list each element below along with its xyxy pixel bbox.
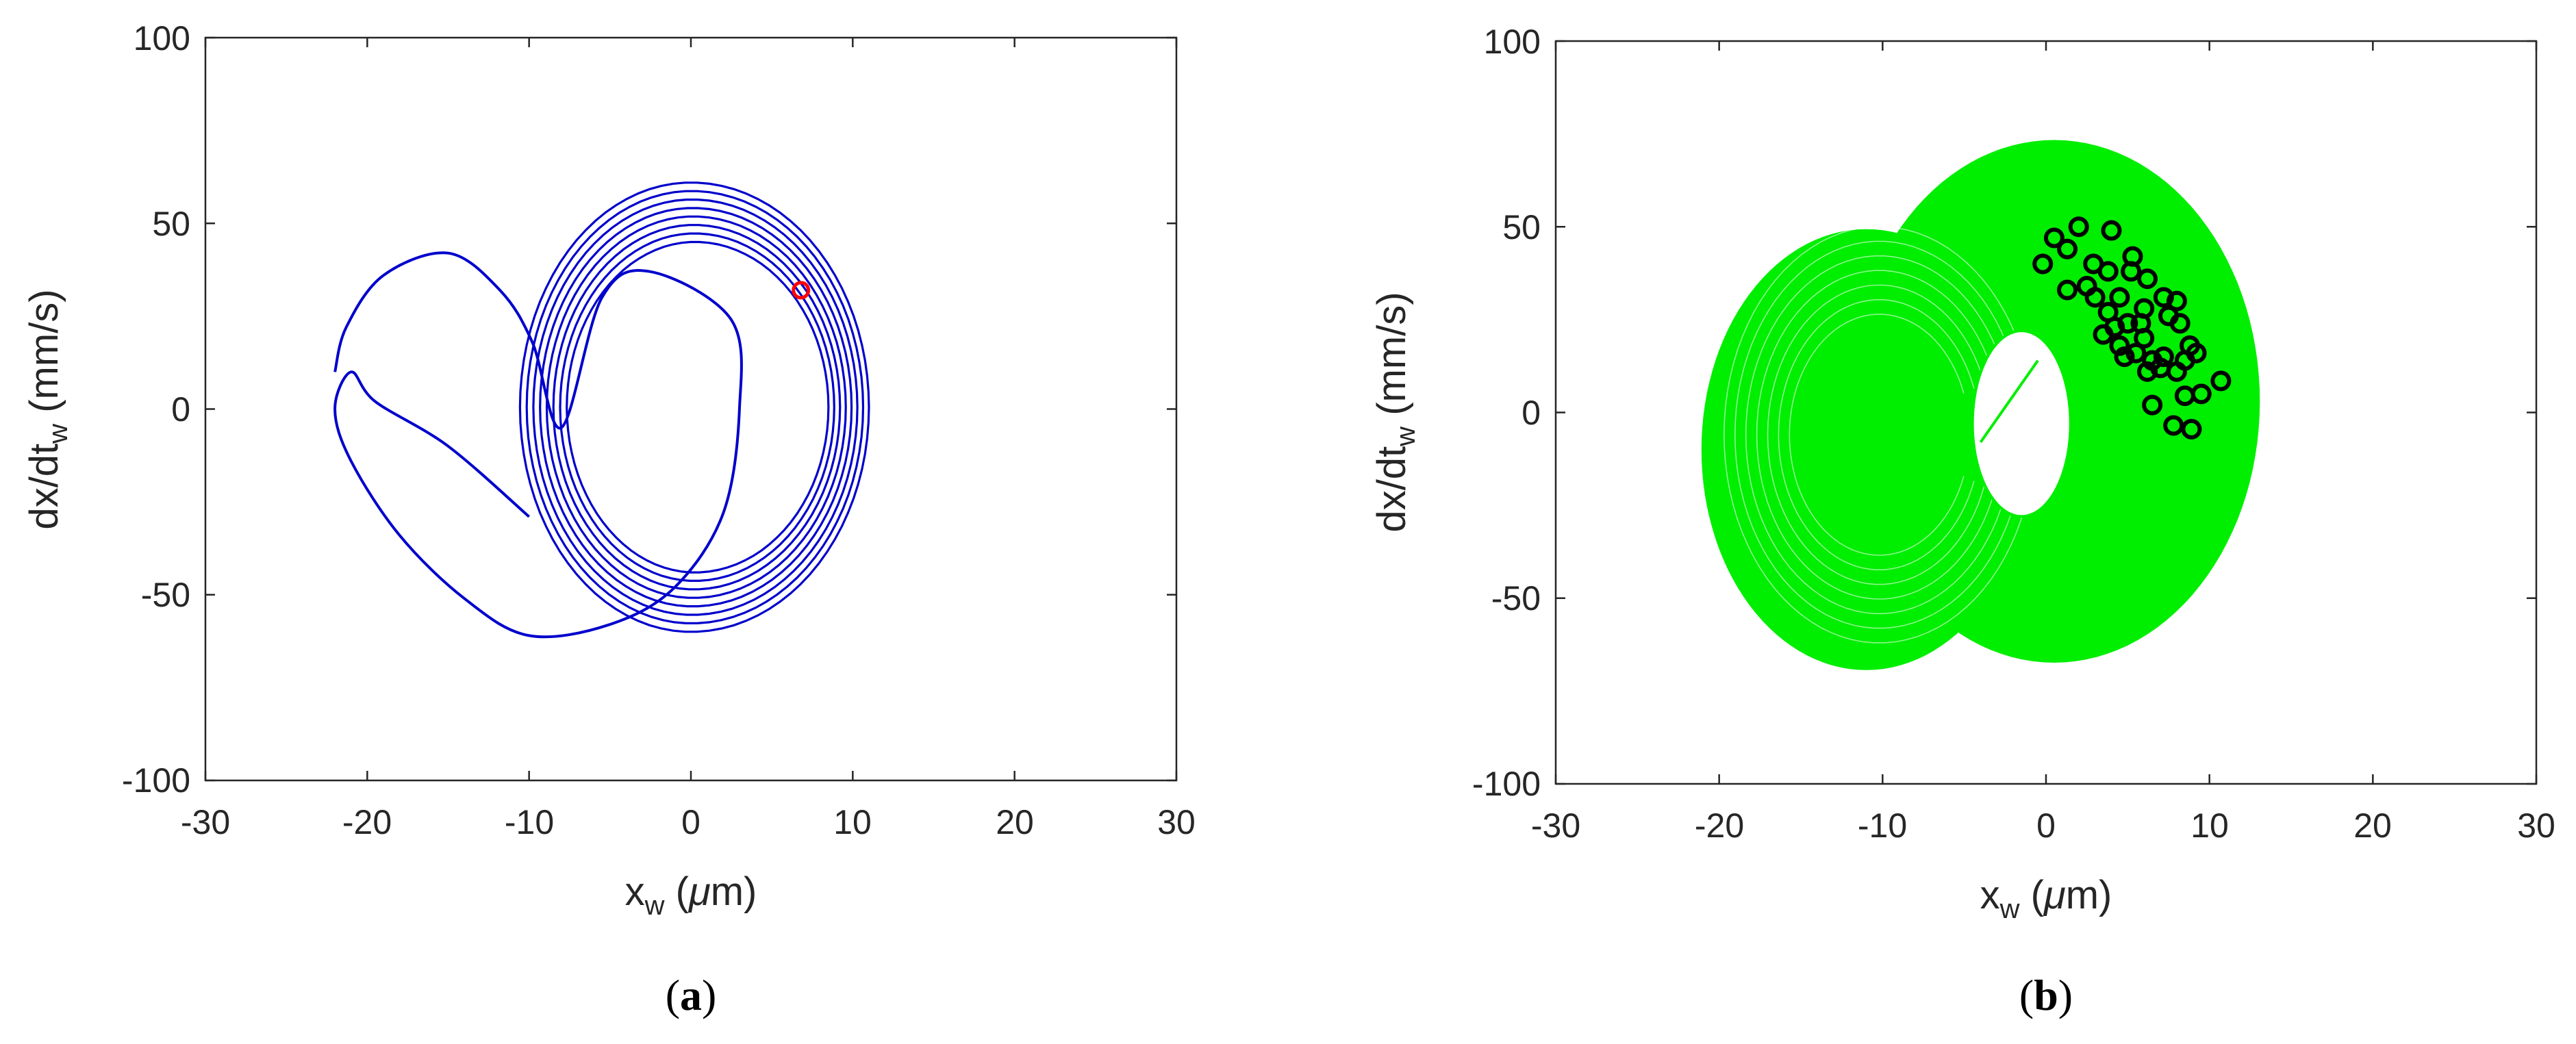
x-tick-label: -10 bbox=[1858, 806, 1907, 845]
x-tick-label: 30 bbox=[2517, 806, 2555, 845]
panel-b-x-axis-label: xw (μm) bbox=[1980, 873, 2112, 924]
spiral-orbit-line bbox=[545, 215, 847, 599]
poincare-marker bbox=[2136, 361, 2158, 382]
spiral-orbit-line bbox=[566, 240, 830, 574]
panel-a-series bbox=[333, 181, 870, 639]
poincare-marker bbox=[2153, 346, 2174, 368]
x-tick-label: -30 bbox=[181, 803, 230, 841]
poincare-marker bbox=[2166, 290, 2187, 311]
panel-b-y-ticks bbox=[1556, 40, 2536, 785]
poincare-marker bbox=[2181, 418, 2202, 440]
panel-a-y-axis-label: dx/dtw (mm/s) bbox=[22, 289, 73, 529]
panel-b-y-tick-labels: -100 -50 0 50 100 bbox=[1472, 23, 1541, 803]
poincare-marker bbox=[2169, 313, 2190, 334]
panel-a: -30 -20 -10 0 10 20 30 -100 -50 0 50 100… bbox=[22, 19, 1196, 1019]
y-tick-label: -100 bbox=[122, 761, 190, 800]
x-tick-label: 10 bbox=[2190, 806, 2229, 845]
y-tick-label: 100 bbox=[134, 19, 190, 58]
inner-trajectory-line bbox=[1979, 359, 2039, 444]
poincare-marker bbox=[2163, 415, 2184, 436]
x-tick-label: 0 bbox=[681, 803, 700, 841]
panel-a-y-ticks bbox=[205, 36, 1176, 782]
panel-b: -30 -20 -10 0 10 20 30 -100 -50 0 50 100… bbox=[1369, 23, 2555, 1019]
spiral-orbit-line bbox=[539, 207, 853, 608]
y-tick-label: 50 bbox=[1502, 208, 1541, 246]
poincare-marker bbox=[2174, 350, 2195, 371]
panel-a-x-ticks bbox=[204, 38, 1178, 780]
x-tick-label: 10 bbox=[833, 803, 872, 841]
x-tick-label: -20 bbox=[1695, 806, 1744, 845]
poincare-marker bbox=[2101, 220, 2122, 241]
poincare-marker bbox=[2122, 246, 2143, 267]
x-tick-label: 20 bbox=[996, 803, 1034, 841]
transient-trajectory-line bbox=[333, 251, 743, 639]
spiral-orbit-line bbox=[518, 181, 870, 633]
panel-b-series bbox=[1701, 140, 2260, 670]
spiral-orbit-line bbox=[559, 232, 835, 582]
poincare-marker bbox=[2109, 287, 2130, 308]
x-tick-label: 0 bbox=[2036, 806, 2056, 845]
x-tick-label: 20 bbox=[2353, 806, 2392, 845]
poincare-marker bbox=[2057, 238, 2078, 259]
panel-a-x-tick-labels: -30 -20 -10 0 10 20 30 bbox=[181, 803, 1196, 841]
band-texture-line bbox=[1756, 270, 1995, 600]
panel-a-plot-area bbox=[204, 36, 1178, 782]
panel-b-caption: (b) bbox=[2019, 971, 2073, 1019]
y-tick-label: 0 bbox=[1521, 394, 1541, 432]
band-texture-line bbox=[1723, 226, 2026, 644]
x-tick-label: -10 bbox=[505, 803, 554, 841]
poincare-marker bbox=[2109, 335, 2130, 356]
poincare-marker bbox=[2153, 287, 2174, 308]
poincare-marker bbox=[2104, 316, 2125, 338]
poincare-marker bbox=[2136, 268, 2158, 290]
poincare-marker bbox=[2142, 394, 2163, 416]
poincare-marker bbox=[2125, 342, 2147, 364]
poincare-marker bbox=[2210, 370, 2232, 392]
x-tick-label: -20 bbox=[342, 803, 392, 841]
band-texture-line bbox=[1789, 314, 1965, 556]
panel-a-x-axis-label: xw (μm) bbox=[625, 869, 757, 921]
poincare-marker bbox=[2114, 346, 2135, 368]
spiral-orbit-line bbox=[532, 199, 859, 616]
panel-a-y-tick-labels: -100 -50 0 50 100 bbox=[122, 19, 190, 800]
x-tick-label: 30 bbox=[1157, 803, 1196, 841]
poincare-marker bbox=[2068, 216, 2089, 238]
panel-a-caption: (a) bbox=[666, 971, 717, 1019]
spiral-orbit-line bbox=[525, 190, 865, 624]
y-tick-label: -50 bbox=[141, 576, 190, 614]
y-tick-label: 100 bbox=[1484, 23, 1541, 61]
poincare-marker bbox=[2032, 253, 2054, 275]
poincare-marker bbox=[2084, 287, 2106, 308]
y-tick-label: -50 bbox=[1491, 579, 1541, 618]
x-tick-label: -30 bbox=[1531, 806, 1580, 845]
panel-b-x-tick-labels: -30 -20 -10 0 10 20 30 bbox=[1531, 806, 2555, 845]
band-texture-line bbox=[1778, 299, 1975, 571]
y-tick-label: -100 bbox=[1472, 765, 1541, 803]
panel-b-x-ticks bbox=[1554, 41, 2538, 784]
poincare-marker bbox=[2130, 313, 2151, 334]
poincare-marker bbox=[2057, 279, 2078, 301]
y-tick-label: 50 bbox=[152, 205, 190, 243]
y-tick-label: 0 bbox=[171, 390, 190, 429]
poincare-marker bbox=[792, 281, 811, 300]
poincare-marker bbox=[2097, 261, 2119, 282]
poincare-marker bbox=[2174, 385, 2195, 407]
poincare-marker bbox=[2117, 313, 2138, 334]
panel-b-y-axis-label: dx/dtw (mm/s) bbox=[1369, 292, 1421, 532]
poincare-marker bbox=[2043, 227, 2064, 249]
band-inner-hole bbox=[1971, 329, 2072, 518]
band-texture-line bbox=[1734, 240, 2016, 629]
band-texture-line bbox=[1745, 255, 2006, 615]
band-texture-line bbox=[1767, 284, 1985, 585]
spiral-orbit-line bbox=[552, 224, 842, 591]
